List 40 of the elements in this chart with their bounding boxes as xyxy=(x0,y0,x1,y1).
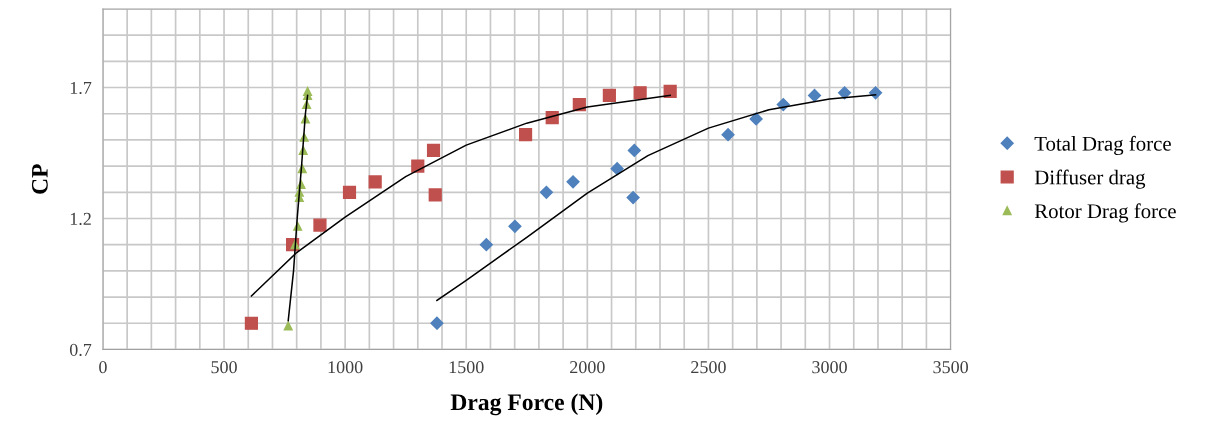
point xyxy=(430,316,444,330)
point xyxy=(837,86,852,100)
point xyxy=(313,218,327,232)
point xyxy=(807,88,822,102)
y-tick-label: 1.7 xyxy=(70,81,92,95)
point xyxy=(428,188,442,202)
legend-label: Total Drag force xyxy=(1034,135,1171,156)
point xyxy=(749,112,763,126)
point xyxy=(342,185,357,199)
point xyxy=(602,88,616,102)
x-tick-label: 3500 xyxy=(933,361,968,374)
legend-label: Diffuser drag xyxy=(1034,169,1146,189)
point xyxy=(518,128,533,142)
y-tick-label: 1.2 xyxy=(70,212,91,226)
x-tick-label: 2000 xyxy=(570,361,605,374)
x-tick-label: 1500 xyxy=(449,361,484,374)
point xyxy=(368,175,382,189)
point xyxy=(479,238,493,252)
point xyxy=(303,86,313,96)
point xyxy=(721,128,735,142)
point xyxy=(283,321,293,331)
point xyxy=(244,316,259,330)
x-tick-label: 500 xyxy=(211,361,237,374)
point xyxy=(627,143,641,157)
x-tick-label: 0 xyxy=(99,361,107,374)
point xyxy=(426,143,441,157)
x-tick-label: 2500 xyxy=(691,361,726,374)
point xyxy=(663,84,677,99)
point xyxy=(539,185,553,199)
x-tick-label: 1000 xyxy=(328,361,363,374)
point xyxy=(610,162,624,176)
x-axis-title: Drag Force (N) xyxy=(450,393,603,416)
x-tick-label: 3000 xyxy=(812,361,847,374)
y-tick-label: 0.7 xyxy=(69,343,92,356)
point xyxy=(626,190,640,205)
legend-label: Rotor Drag force xyxy=(1034,203,1176,223)
point xyxy=(633,86,647,100)
point xyxy=(566,175,580,189)
y-axis-title: CP xyxy=(31,164,48,194)
point xyxy=(508,219,522,233)
